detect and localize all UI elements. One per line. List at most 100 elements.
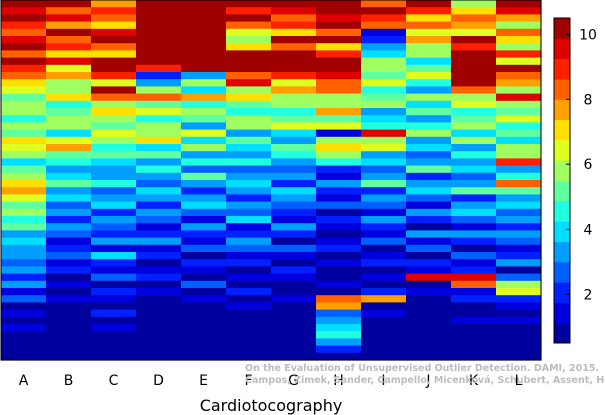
heatmap-cell bbox=[91, 295, 137, 303]
heatmap-cell bbox=[451, 122, 497, 131]
heatmap-cell bbox=[136, 115, 182, 123]
heatmap-cell bbox=[1, 259, 47, 267]
heatmap-cell bbox=[451, 36, 497, 44]
heatmap-cell bbox=[1, 129, 47, 138]
heatmap-cell bbox=[1, 165, 47, 174]
heatmap-cell bbox=[226, 302, 272, 311]
heatmap-cell bbox=[361, 259, 407, 267]
heatmap-cell bbox=[361, 187, 407, 195]
heatmap-cell bbox=[46, 50, 92, 59]
heatmap-cell bbox=[496, 201, 542, 210]
heatmap-cell bbox=[46, 280, 92, 289]
heatmap-cell bbox=[1, 280, 47, 289]
heatmap-cell bbox=[226, 129, 272, 138]
heatmap-cell bbox=[226, 309, 272, 318]
heatmap-cell bbox=[316, 331, 362, 339]
heatmap-cell bbox=[136, 208, 182, 217]
heatmap-cell bbox=[46, 151, 92, 159]
heatmap-cell bbox=[496, 259, 542, 267]
heatmap-cell bbox=[451, 129, 497, 138]
heatmap-cell bbox=[496, 79, 542, 87]
heatmap-cell bbox=[46, 352, 92, 361]
heatmap-cell bbox=[451, 14, 497, 23]
heatmap-cell bbox=[451, 273, 497, 282]
heatmap-cell bbox=[451, 230, 497, 239]
heatmap-cell bbox=[361, 266, 407, 275]
x-axis-title: Cardiotocography bbox=[200, 396, 343, 415]
heatmap-cell bbox=[91, 100, 137, 109]
heatmap-cell bbox=[496, 115, 542, 123]
heatmap-cell bbox=[181, 151, 227, 159]
heatmap-cell bbox=[91, 14, 137, 23]
heatmap-cell bbox=[46, 259, 92, 267]
heatmap-cell bbox=[451, 151, 497, 159]
heatmap-cell bbox=[1, 122, 47, 131]
heatmap-cell bbox=[361, 57, 407, 66]
heatmap-cell bbox=[361, 338, 407, 347]
heatmap-cell bbox=[181, 244, 227, 253]
heatmap-cell bbox=[316, 216, 362, 224]
heatmap-cell bbox=[226, 14, 272, 23]
heatmap-cell bbox=[271, 187, 317, 195]
heatmap-cell bbox=[181, 129, 227, 138]
heatmap-cell bbox=[406, 86, 452, 95]
heatmap-cell bbox=[46, 43, 92, 51]
heatmap-cell bbox=[181, 208, 227, 217]
heatmap-cell bbox=[496, 86, 542, 95]
heatmap-cell bbox=[361, 180, 407, 188]
heatmap-cell bbox=[1, 151, 47, 159]
heatmap-cell bbox=[226, 316, 272, 325]
heatmap-cell bbox=[406, 216, 452, 224]
x-tick-label: H bbox=[333, 373, 344, 389]
heatmap-cell bbox=[451, 324, 497, 332]
x-tick-label: J bbox=[425, 373, 430, 389]
heatmap-cell bbox=[181, 165, 227, 174]
heatmap-cell bbox=[271, 259, 317, 267]
heatmap-cell bbox=[1, 352, 47, 361]
heatmap-cell bbox=[361, 295, 407, 303]
heatmap-cell bbox=[91, 187, 137, 195]
heatmap-cell bbox=[271, 352, 317, 361]
heatmap-cell bbox=[46, 302, 92, 311]
heatmap-cell bbox=[451, 216, 497, 224]
heatmap-cell bbox=[316, 259, 362, 267]
heatmap-cell bbox=[136, 324, 182, 332]
heatmap-cell bbox=[316, 172, 362, 181]
heatmap-cell bbox=[1, 244, 47, 253]
heatmap-cell bbox=[46, 244, 92, 253]
heatmap-cell bbox=[316, 57, 362, 66]
heatmap-cell bbox=[361, 244, 407, 253]
heatmap-cell bbox=[406, 244, 452, 253]
heatmap-cell bbox=[406, 28, 452, 37]
heatmap-cell bbox=[406, 108, 452, 116]
heatmap-cell bbox=[226, 345, 272, 354]
heatmap-cell bbox=[181, 57, 227, 66]
x-tick-label: K bbox=[469, 373, 479, 389]
heatmap-cell bbox=[361, 158, 407, 167]
heatmap-cell bbox=[451, 237, 497, 246]
heatmap-cell bbox=[136, 93, 182, 102]
heatmap-cell bbox=[361, 230, 407, 239]
heatmap-cell bbox=[136, 122, 182, 131]
x-tick-label: D bbox=[153, 373, 164, 389]
heatmap-cell bbox=[46, 57, 92, 66]
heatmap-cell bbox=[451, 21, 497, 30]
heatmap-cell bbox=[136, 252, 182, 260]
heatmap-cell bbox=[361, 345, 407, 354]
heatmap-cell bbox=[496, 28, 542, 37]
heatmap-cell bbox=[226, 324, 272, 332]
heatmap-cell bbox=[316, 252, 362, 260]
heatmap-cell bbox=[451, 43, 497, 51]
heatmap-cell bbox=[136, 7, 182, 15]
heatmap-cell bbox=[271, 108, 317, 116]
heatmap-cell bbox=[181, 144, 227, 152]
heatmap-cell bbox=[406, 345, 452, 354]
heatmap-cell bbox=[136, 331, 182, 339]
colorbar-tick-label: 10 bbox=[579, 27, 597, 43]
heatmap-cell bbox=[226, 43, 272, 51]
heatmap-cell bbox=[1, 36, 47, 44]
heatmap-cell bbox=[361, 43, 407, 51]
heatmap-cell bbox=[271, 216, 317, 224]
heatmap-cell bbox=[226, 115, 272, 123]
heatmap-cell bbox=[136, 273, 182, 282]
